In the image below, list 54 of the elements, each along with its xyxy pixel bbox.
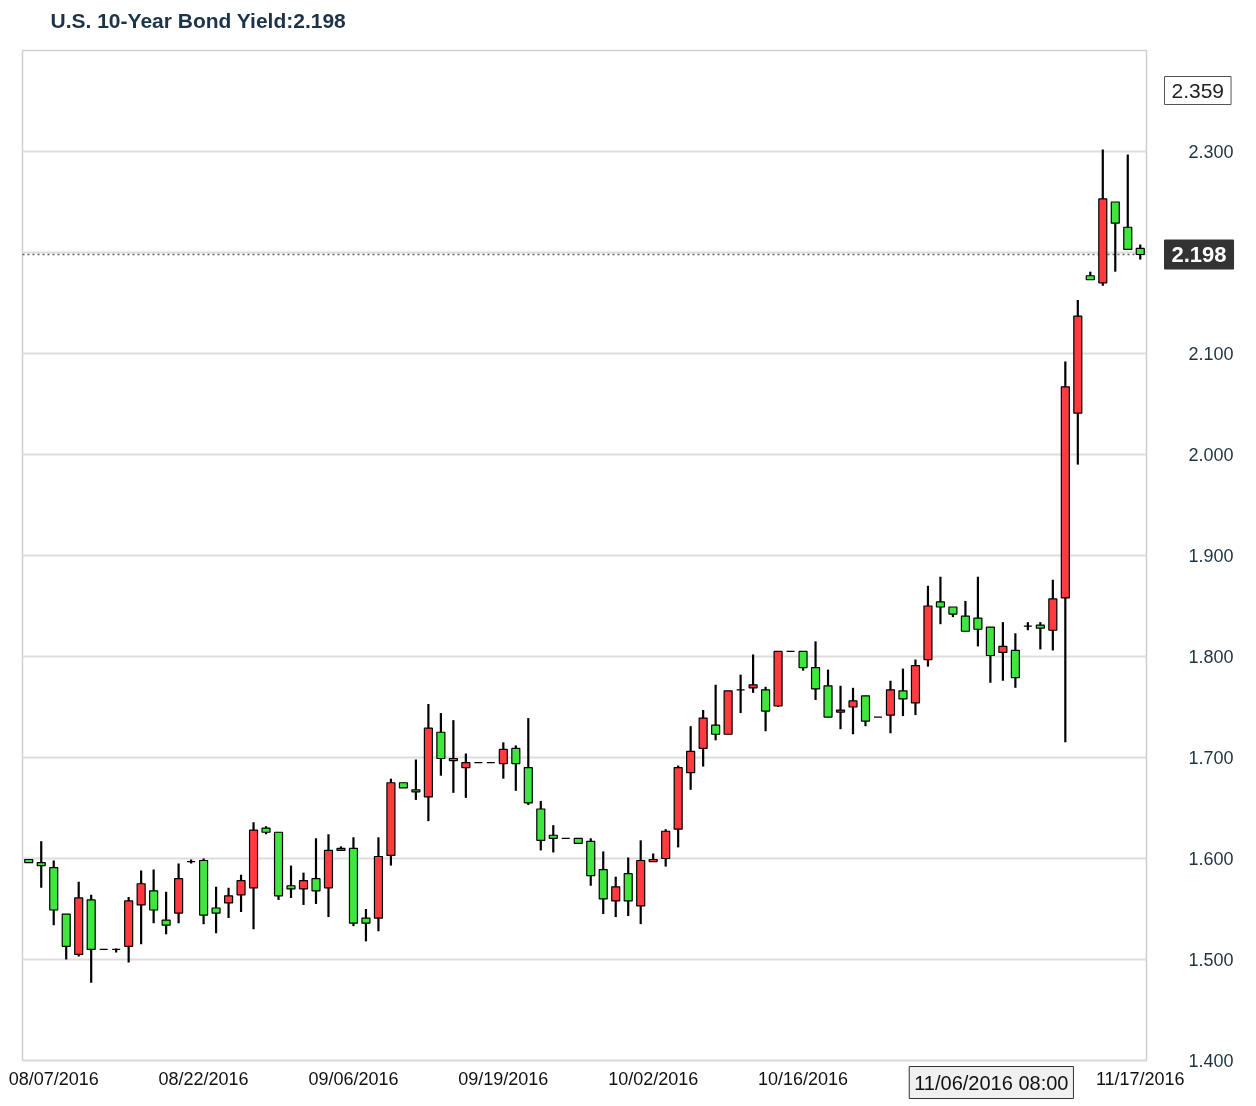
candlestick xyxy=(448,719,458,794)
x-tick-label: 11/17/2016 xyxy=(1095,1068,1185,1089)
candlestick xyxy=(711,683,721,742)
candlestick xyxy=(748,653,758,694)
candlestick xyxy=(998,621,1008,682)
y-tick-label: 1.800 xyxy=(1188,647,1234,667)
candlestick xyxy=(236,873,246,914)
text: 11/06/2016 08:00 xyxy=(914,1071,1069,1094)
candlestick xyxy=(835,684,846,731)
x-tick-label: 10/16/2016 xyxy=(758,1068,849,1089)
candlestick xyxy=(548,824,558,854)
candlestick xyxy=(411,758,421,802)
text: 2.359 xyxy=(1171,78,1225,102)
candlestick xyxy=(973,575,983,648)
candlestick xyxy=(311,837,321,906)
x-tick-label: 08/07/2016 xyxy=(8,1068,99,1089)
y-tick-label: 1.900 xyxy=(1188,546,1234,566)
y-tick-label: 1.400 xyxy=(1188,1051,1234,1071)
y-tick-label: 1.700 xyxy=(1188,748,1234,768)
candlestick xyxy=(760,685,771,733)
y-tick-label: 1.600 xyxy=(1188,849,1234,869)
candlestick xyxy=(511,744,521,792)
candlestick xyxy=(898,667,908,718)
ref-line-label: 2.198 xyxy=(1171,242,1227,268)
candlestick xyxy=(498,741,508,780)
candlestick xyxy=(136,869,146,946)
candlestick xyxy=(36,840,46,889)
candlestick xyxy=(161,890,171,936)
y-tick-label: 2.100 xyxy=(1188,344,1234,364)
candlestick xyxy=(611,875,621,919)
candlestick xyxy=(798,650,808,672)
y-tick-label: 2.000 xyxy=(1188,445,1234,465)
candlestick xyxy=(211,885,221,935)
y-tick-label: 2.300 xyxy=(1188,142,1234,162)
candlestick xyxy=(361,907,371,943)
x-tick-label: 08/22/2016 xyxy=(158,1068,249,1089)
x-tick-label: 10/02/2016 xyxy=(608,1068,699,1089)
candlestick xyxy=(1110,200,1120,273)
candlestick xyxy=(935,575,946,626)
candlestick xyxy=(286,864,296,899)
candlestick xyxy=(223,886,234,920)
candlestick xyxy=(298,871,309,907)
x-tick-label: 09/19/2016 xyxy=(458,1068,549,1089)
candlestick xyxy=(461,752,471,799)
x-tick-label: 09/06/2016 xyxy=(308,1068,399,1089)
chart-title: U.S. 10-Year Bond Yield:2.198 xyxy=(50,8,347,32)
candlestick xyxy=(1035,621,1045,651)
candlestick xyxy=(810,640,821,702)
candlestick xyxy=(1123,153,1133,251)
candlestick xyxy=(848,686,858,736)
candlestick xyxy=(686,725,696,791)
y-tick-label: 1.500 xyxy=(1188,950,1234,970)
candlestick xyxy=(960,599,971,633)
candlestick xyxy=(149,868,159,925)
